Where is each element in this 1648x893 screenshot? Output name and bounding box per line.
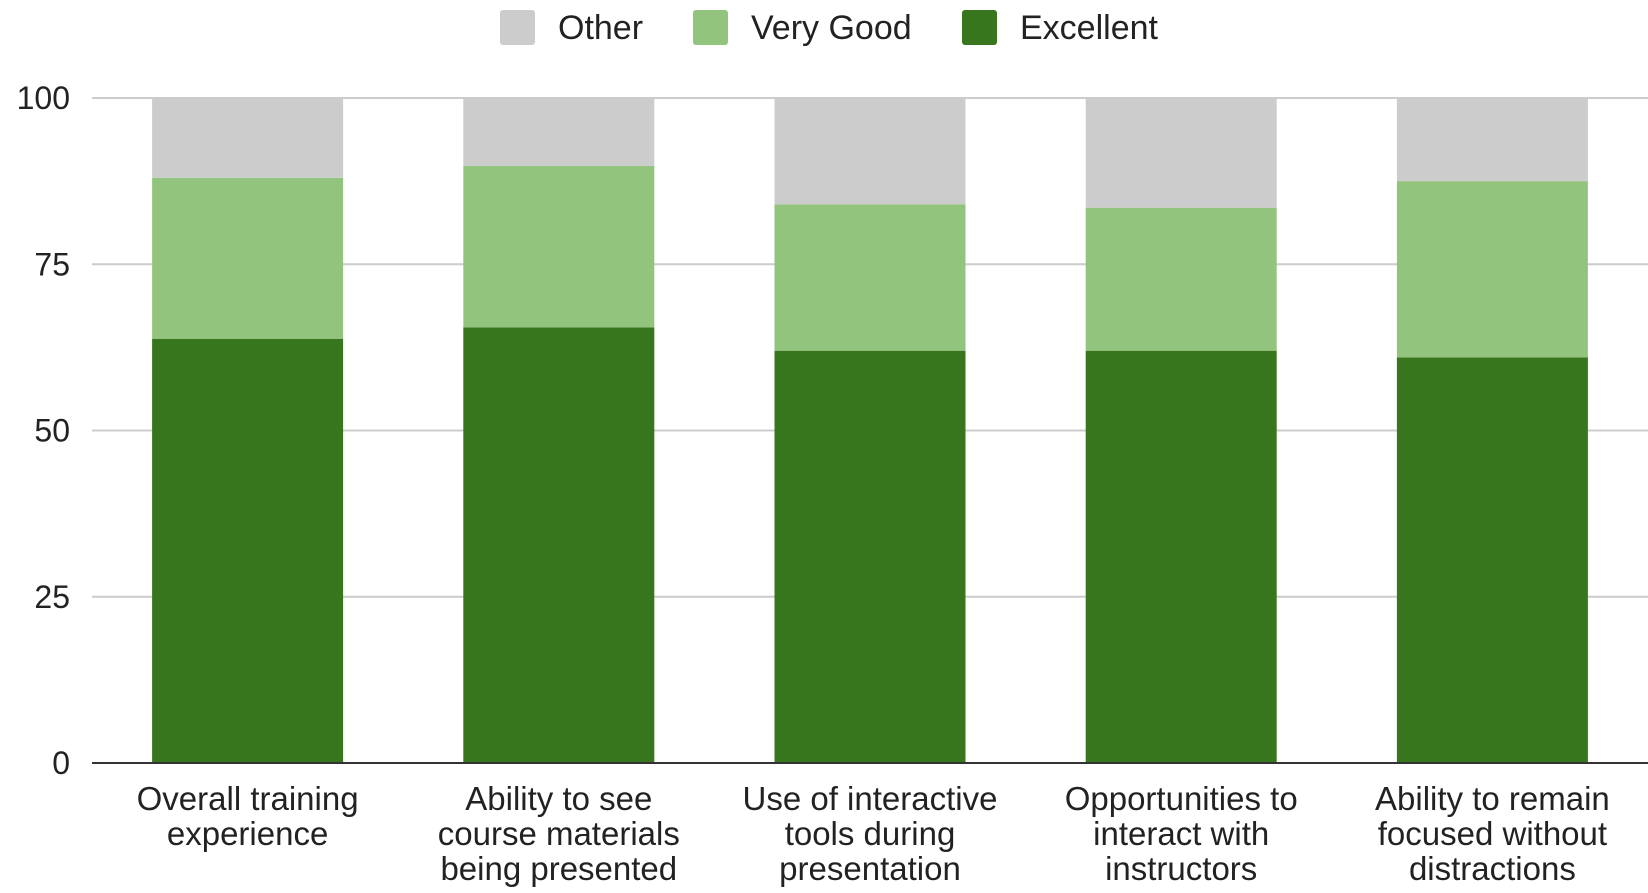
y-tick-label: 100 bbox=[17, 80, 70, 116]
bars bbox=[152, 98, 1588, 763]
x-tick-label: focused without bbox=[1378, 815, 1607, 852]
bar-segment-other bbox=[1396, 98, 1588, 182]
bar-segment-other bbox=[152, 98, 344, 178]
x-tick-label: Overall training bbox=[137, 780, 359, 817]
legend-swatch bbox=[962, 10, 997, 45]
y-tick-label: 75 bbox=[34, 246, 70, 282]
x-tick-label: Use of interactive bbox=[743, 780, 998, 817]
x-tick-label: Ability to see bbox=[465, 780, 652, 817]
y-tick-label: 25 bbox=[34, 579, 70, 615]
bar-segment-other bbox=[463, 98, 655, 166]
x-tick-label: presentation bbox=[779, 850, 961, 887]
x-tick-label: instructors bbox=[1105, 850, 1257, 887]
legend-swatch bbox=[693, 10, 728, 45]
x-tick-label: experience bbox=[167, 815, 328, 852]
x-tick-label: Ability to remain bbox=[1375, 780, 1610, 817]
bar-segment-excellent bbox=[152, 338, 344, 763]
x-tick-label: Opportunities to bbox=[1065, 780, 1298, 817]
bar-segment-excellent bbox=[463, 327, 655, 763]
x-tick-label: being presented bbox=[440, 850, 677, 887]
bar-segment-very-good bbox=[774, 204, 966, 351]
bar-segment-other bbox=[774, 98, 966, 205]
x-tick-label: course materials bbox=[438, 815, 680, 852]
y-tick-label: 50 bbox=[34, 413, 70, 449]
x-tick-label: interact with bbox=[1093, 815, 1269, 852]
bar-segment-very-good bbox=[1085, 207, 1277, 351]
bar-segment-very-good bbox=[463, 165, 655, 328]
legend-swatch bbox=[500, 10, 535, 45]
x-tick-label: tools during bbox=[785, 815, 956, 852]
bar-segment-excellent bbox=[774, 350, 966, 763]
bar-segment-very-good bbox=[152, 177, 344, 339]
bar-segment-other bbox=[1085, 98, 1277, 208]
bar-segment-excellent bbox=[1396, 357, 1588, 763]
legend: Other Very Good Excellent bbox=[500, 9, 1159, 47]
bar-segment-very-good bbox=[1396, 181, 1588, 358]
legend-label: Excellent bbox=[1020, 9, 1159, 47]
legend-label: Other bbox=[558, 9, 643, 47]
bar-segment-excellent bbox=[1085, 350, 1277, 763]
y-tick-label: 0 bbox=[52, 745, 70, 781]
legend-label: Very Good bbox=[751, 9, 912, 47]
x-tick-label: distractions bbox=[1409, 850, 1576, 887]
